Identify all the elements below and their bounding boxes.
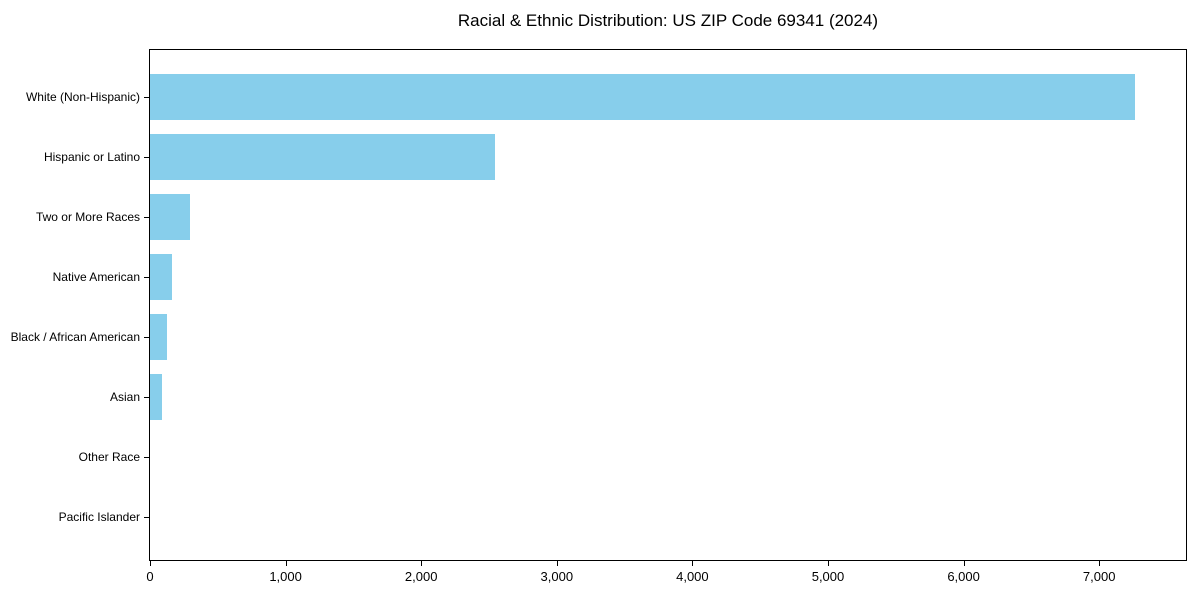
x-tick-mark [556, 561, 558, 566]
chart-title: Racial & Ethnic Distribution: US ZIP Cod… [457, 11, 879, 30]
bar-black-african-american [150, 314, 167, 360]
y-tick-label: Two or More Races [35, 210, 140, 224]
x-tick-label: 4,000 [676, 569, 709, 584]
y-tick-label: Pacific Islander [58, 510, 140, 524]
x-tick-label: 0 [146, 569, 154, 584]
bar-asian [150, 374, 162, 420]
y-tick-label: Other Race [78, 450, 140, 464]
plot-area [149, 49, 1187, 561]
x-tick-label: 3,000 [540, 569, 574, 584]
x-tick-label: 1,000 [269, 569, 302, 584]
y-tick-mark [144, 217, 149, 218]
x-tick-mark [1099, 561, 1101, 566]
bar-white-non-hispanic [150, 74, 1135, 120]
x-tick-label: 6,000 [947, 569, 980, 584]
y-tick-label: White (Non-Hispanic) [25, 90, 140, 104]
x-tick-mark [285, 561, 287, 566]
y-tick-mark [144, 397, 149, 398]
x-tick-label: 5,000 [811, 569, 845, 584]
bar-native-american [150, 254, 172, 300]
x-tick-mark [828, 561, 829, 566]
y-tick-label: Black / African American [10, 330, 140, 344]
y-tick-mark [144, 277, 149, 278]
y-tick-mark [144, 97, 149, 98]
y-tick-mark [144, 517, 149, 518]
x-tick-label: 2,000 [404, 569, 438, 584]
x-tick-mark [692, 561, 694, 566]
x-tick-label: 7,000 [1082, 569, 1116, 584]
y-tick-mark [144, 157, 149, 158]
y-tick-label: Asian [109, 390, 140, 404]
y-tick-label: Native American [52, 270, 140, 284]
x-tick-mark [150, 561, 151, 566]
x-tick-mark [963, 561, 965, 566]
y-tick-label: Hispanic or Latino [43, 150, 140, 164]
y-tick-mark [144, 337, 149, 338]
y-tick-mark [144, 457, 149, 458]
bar-hispanic-or-latino [150, 134, 496, 180]
bar-two-or-more-races [150, 194, 191, 240]
x-tick-mark [421, 561, 423, 566]
